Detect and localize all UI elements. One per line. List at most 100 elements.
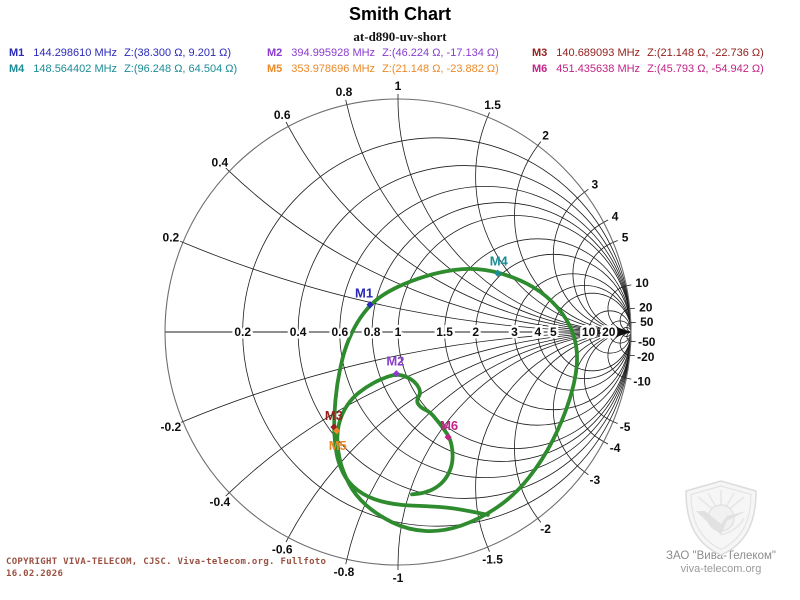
marker-label-m3: M3	[325, 408, 343, 423]
reactance-arc-2	[514, 145, 632, 333]
marker-legend-m2: M2 394.995928 MHz Z:(46.224 Ω, -17.134 Ω)	[267, 47, 499, 59]
vt-shield-logo-icon	[685, 480, 757, 556]
rim-tick	[178, 240, 184, 243]
marker-id: M4	[9, 63, 25, 75]
marker-id: M3	[532, 47, 548, 59]
marker-legend-row-1: M1 144.298610 MHz Z:(38.300 Ω, 9.201 Ω) M2…	[0, 47, 800, 62]
axis-label-r-20: 20	[602, 325, 616, 339]
rim-tick	[537, 518, 542, 523]
marker-frequency: 140.689093 MHz	[556, 47, 641, 59]
marker-id: M5	[267, 63, 283, 75]
marker-impedance: Z:(21.148 Ω, -22.736 Ω)	[647, 47, 764, 59]
marker-impedance: Z:(21.148 Ω, -23.882 Ω)	[382, 63, 499, 75]
marker-label-m4: M4	[490, 253, 509, 268]
reactance-arc--1.5	[475, 331, 632, 548]
reactance-arc--5	[584, 331, 632, 422]
rim-tick	[345, 559, 348, 565]
rim-label-x--10: -10	[633, 375, 651, 389]
rim-label-x--0.4: -0.4	[210, 495, 231, 509]
watermark-company-name: ЗАО "Вива-Телеком"	[666, 550, 776, 562]
rim-label-x-0.6: 0.6	[274, 108, 291, 122]
axis-label-r-0.2: 0.2	[234, 325, 251, 339]
rim-label-x-50: 50	[640, 315, 654, 329]
rim-label-x--50: -50	[638, 335, 656, 349]
rim-label-x--1.5: -1.5	[482, 552, 503, 566]
footer-date: 16.02.2026	[6, 569, 64, 579]
marker-dot-m1	[366, 301, 374, 309]
reactance-arc-3	[553, 191, 632, 333]
rim-tick	[225, 167, 230, 172]
rim-tick	[626, 284, 632, 287]
marker-frequency: 148.564402 MHz	[33, 63, 118, 75]
rim-tick	[584, 471, 589, 476]
marker-label-m2: M2	[386, 354, 404, 369]
rim-label-x--2: -2	[540, 522, 551, 536]
marker-dot-m5	[333, 427, 341, 435]
rim-tick	[603, 219, 609, 223]
marker-dot-m4	[494, 269, 502, 277]
marker-id: M6	[532, 63, 548, 75]
axis-label-r-1.5: 1.5	[436, 325, 453, 339]
rim-label-x-4: 4	[612, 209, 619, 223]
axis-label-r-10: 10	[582, 325, 596, 339]
rim-label-x--0.8: -0.8	[334, 565, 355, 579]
marker-label-m6: M6	[440, 418, 458, 433]
reactance-arc-4	[572, 222, 632, 333]
axis-label-r-0.6: 0.6	[331, 325, 348, 339]
rim-label-x-2: 2	[542, 128, 549, 142]
rim-label-x--1: -1	[393, 571, 404, 585]
rim-tick	[178, 421, 184, 424]
rim-label-x-5: 5	[622, 231, 629, 245]
rim-label-x--0.2: -0.2	[161, 420, 182, 434]
rim-tick	[285, 537, 289, 543]
rim-tick	[487, 546, 490, 552]
rim-label-x--4: -4	[610, 441, 621, 455]
rim-tick	[584, 188, 589, 193]
impedance-trace	[332, 267, 579, 534]
axis-label-r-0.4: 0.4	[290, 325, 307, 339]
rim-label-x--5: -5	[620, 420, 631, 434]
marker-legend-m6: M6 451.435638 MHz Z:(45.793 Ω, -54.942 Ω)	[532, 63, 764, 75]
marker-impedance: Z:(38.300 Ω, 9.201 Ω)	[124, 47, 232, 59]
marker-impedance: Z:(96.248 Ω, 64.504 Ω)	[124, 63, 238, 75]
rim-tick	[626, 377, 632, 380]
rim-label-x-0.8: 0.8	[336, 85, 353, 99]
rim-tick	[345, 99, 348, 105]
marker-id: M2	[267, 47, 283, 59]
watermark-site-url: viva-telecom.org	[680, 563, 762, 575]
vendor-watermark: ЗАО "Вива-Телеком" viva-telecom.org	[640, 478, 800, 576]
rim-tick	[285, 121, 289, 127]
axis-label-r-3: 3	[511, 325, 518, 339]
rim-label-x--0.6: -0.6	[272, 542, 293, 556]
marker-dot-m3	[330, 423, 338, 431]
rim-label-x-1.5: 1.5	[484, 98, 501, 112]
reactance-arc-1	[397, 98, 632, 333]
reactance-arc-1.5	[475, 116, 632, 333]
marker-label-m5: M5	[329, 438, 347, 453]
marker-legend-row-2: M4 148.564402 MHz Z:(96.248 Ω, 64.504 Ω) M…	[0, 63, 800, 78]
marker-impedance: Z:(45.793 Ω, -54.942 Ω)	[647, 63, 764, 75]
rim-label-x-0.4: 0.4	[212, 156, 229, 170]
marker-legend-m4: M4 148.564402 MHz Z:(96.248 Ω, 64.504 Ω)	[9, 63, 237, 75]
marker-frequency: 353.978696 MHz	[291, 63, 376, 75]
reactance-arc--1	[397, 331, 632, 566]
reactance-arc-5	[584, 242, 632, 333]
copyright-text: COPYRIGHT VIVA-TELECOM, CJSC. Viva-telec…	[6, 557, 327, 567]
marker-dot-m2	[392, 370, 400, 378]
marker-impedance: Z:(46.224 Ω, -17.134 Ω)	[382, 47, 499, 59]
rim-tick	[537, 141, 542, 146]
reactance-arc--0.4	[229, 331, 632, 493]
marker-frequency: 144.298610 MHz	[33, 47, 118, 59]
marker-legend-m3: M3 140.689093 MHz Z:(21.148 Ω, -22.736 Ω)	[532, 47, 764, 59]
rim-label-x--3: -3	[589, 473, 600, 487]
marker-id: M1	[9, 47, 25, 59]
marker-legend-m5: M5 353.978696 MHz Z:(21.148 Ω, -23.882 Ω)	[267, 63, 499, 75]
rim-label-x-10: 10	[635, 276, 649, 290]
rim-tick	[612, 240, 618, 243]
marker-frequency: 394.995928 MHz	[291, 47, 376, 59]
device-name-subtitle: at-d890-uv-short	[353, 29, 447, 44]
axis-label-r-4: 4	[534, 325, 541, 339]
marker-label-m1: M1	[355, 286, 373, 301]
page-title: Smith Chart	[348, 4, 451, 24]
